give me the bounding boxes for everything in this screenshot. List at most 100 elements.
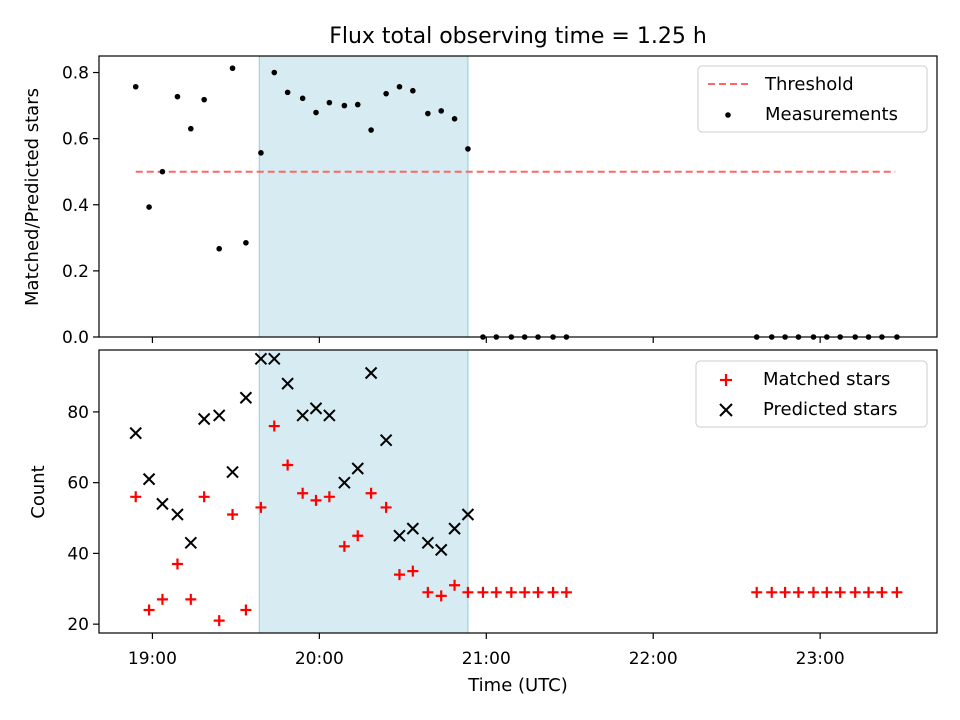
legend-predicted-swatch [719,403,733,417]
legend-predicted-label: Predicted stars [763,399,897,420]
matched-stars-point [156,593,168,605]
matched-stars-point [560,586,572,598]
matched-stars-point [821,586,833,598]
legend-matched-label: Matched stars [763,369,890,390]
top-legend: Threshold Measurements [697,65,928,133]
predicted-stars-point [184,536,198,550]
measurements-point [425,110,431,117]
measurements-point [396,83,403,90]
matched-stars-point [255,501,267,513]
top-ytick-label: 0.6 [62,130,89,150]
matched-stars-point [505,586,517,598]
matched-stars-point [407,565,419,577]
matched-stars-point [143,604,155,616]
measurements-point [368,127,374,133]
measurements-point [243,239,249,246]
measurements-point [341,102,348,109]
predicted-stars-point [379,433,393,447]
predicted-stars-point [156,497,169,511]
measurements-point [146,204,152,210]
matched-stars-point [380,501,392,513]
matched-stars-point [863,586,875,598]
matched-stars-point [751,586,763,598]
predicted-stars-point [364,366,378,380]
matched-stars-point [310,494,322,506]
predicted-stars-point [142,472,156,486]
bottom-panel: 20 40 60 80 19:00 20:00 21:00 22:00 23:00 Count… [28,349,938,696]
matched-stars-point [792,586,804,598]
predicted-stars-point [212,409,226,422]
matched-stars-point [449,579,461,591]
matched-stars-point [807,586,819,598]
measurements-point [258,150,264,156]
top-ytick-label: 0.0 [62,328,89,348]
matched-stars-point [213,615,225,627]
matched-stars-point [547,586,559,598]
predicted-stars-point [129,426,142,440]
bottom-ytick-label: 60 [67,474,89,494]
matched-stars-point [834,586,846,598]
xtick-label: 22:00 [629,649,678,669]
measurements-point [383,90,389,97]
matched-stars-point [198,491,210,503]
matched-stars-point [532,586,544,598]
predicted-stars-point [461,508,475,521]
predicted-stars-point [351,462,364,475]
top-ytick-label: 0.2 [62,262,89,282]
legend-matched-swatch [720,374,732,386]
legend-measurements-label: Measurements [765,104,898,125]
predicted-stars-point [171,508,184,521]
legend-threshold-label: Threshold [764,74,854,95]
measurements-point [438,108,445,114]
bottom-legend: Matched stars Predicted stars [695,360,928,428]
measurements-point [201,96,207,103]
x-axis-label: Time (UTC) [467,675,568,696]
measurements-point [326,99,333,106]
predicted-stars-point [435,543,448,557]
matched-stars-point [185,593,197,605]
xtick-label: 19:00 [128,649,177,669]
matched-stars-point [130,491,142,503]
predicted-stars-point [421,536,435,550]
matched-stars-point [365,487,377,499]
bottom-ytick-label: 40 [67,544,89,564]
measurements-point [132,83,139,90]
predicted-stars-point [309,402,323,415]
predicted-stars-point [281,377,294,390]
predicted-stars-point [323,409,336,422]
measurements-point [465,146,471,152]
predicted-stars-point [338,476,351,489]
matched-stars-point [422,586,434,598]
predicted-stars-point [268,352,281,366]
bottom-ytick-label: 80 [67,403,89,423]
matched-stars-point [891,586,903,598]
matched-stars-point [282,459,294,471]
top-observing-window [258,55,469,338]
predicted-stars-point [296,409,309,422]
xtick-label: 20:00 [295,649,344,669]
measurements-point [188,125,194,132]
measurements-point [174,93,181,100]
top-panel-frame [98,55,938,338]
top-y-axis-label: Matched/Predicted stars [22,88,43,306]
predicted-stars-point [197,412,211,426]
measurements-point [216,245,222,252]
predicted-stars-point [239,391,253,404]
measurements-point [354,101,361,108]
predicted-stars-point [393,529,406,542]
top-legend-box [697,65,928,133]
top-ytick-label: 0.4 [62,196,89,216]
matched-stars-point [352,530,364,542]
measurements-point [313,109,319,116]
top-ytick-label: 0.8 [62,64,89,84]
matched-stars-point [477,586,489,598]
measurements-point [299,95,306,102]
chart-title: Flux total observing time = 1.25 h [329,24,707,49]
measurements-point [451,116,458,122]
xtick-label: 21:00 [462,649,511,669]
predicted-stars-point [448,522,461,535]
matched-stars-point [297,487,309,499]
bottom-ytick-label: 20 [67,615,89,635]
matched-stars-point [766,586,778,598]
